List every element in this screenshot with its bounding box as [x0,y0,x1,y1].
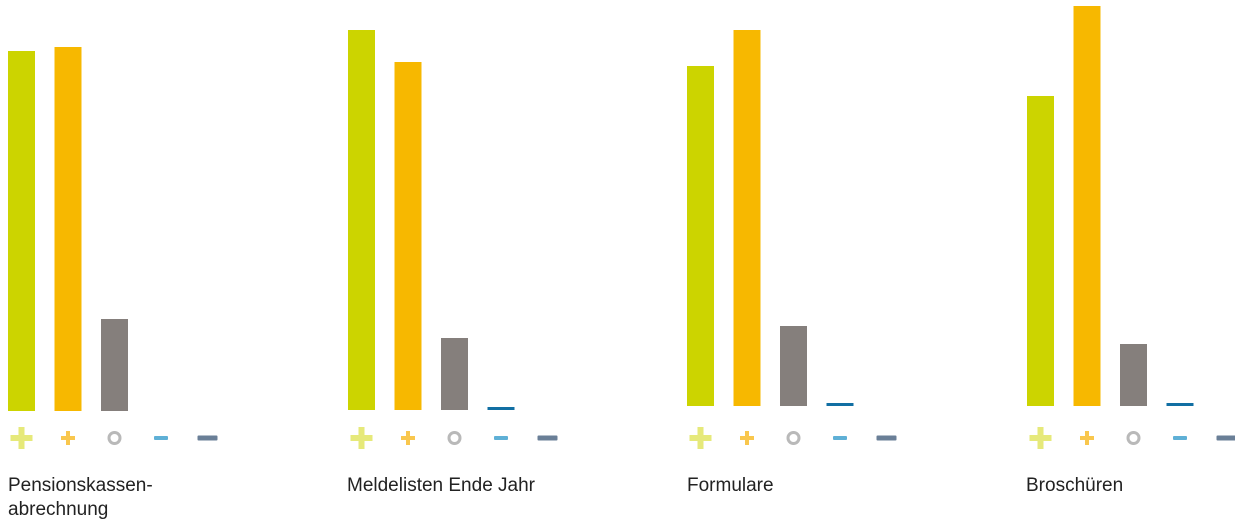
bar-big-plus-0 [8,51,35,411]
small-minus-icon-1 [494,436,508,440]
bar-circle-3 [1120,344,1147,406]
circle-icon-1 [447,431,462,445]
big-plus-icon-0 [10,427,33,449]
small-plus-icon-0 [61,431,75,445]
bar-small-plus-1 [394,62,422,410]
category-label-formulare: Formulare [687,475,774,496]
small-minus-icon-3 [1173,436,1187,440]
bar-big-plus-2 [687,66,714,406]
small-minus-icon-2 [833,436,847,440]
big-minus-icon-1 [537,435,558,441]
big-minus-icon-2 [876,435,897,441]
bar-circle-2 [780,326,807,406]
small-plus-icon-3 [1080,431,1094,445]
small-plus-icon-2 [740,431,754,445]
small-plus-icon-1 [401,431,415,445]
bar-circle-0 [101,319,128,411]
big-plus-icon-3 [1029,427,1052,449]
bar-small-plus-0 [54,47,82,411]
bar-small-minus-2 [826,403,854,406]
circle-icon-3 [1126,431,1141,445]
big-plus-icon-1 [350,427,373,449]
category-label-meldelisten: Meldelisten Ende Jahr [347,475,535,496]
bar-small-minus-1 [487,407,515,410]
big-plus-icon-2 [689,427,712,449]
small-minus-icon-0 [154,436,168,440]
bar-small-minus-3 [1166,403,1194,406]
category-label-pensionskassen: Pensionskassen- abrechnung [8,475,153,520]
bar-small-plus-3 [1073,6,1101,406]
big-minus-icon-3 [1216,435,1235,441]
circle-icon-0 [107,431,122,445]
bar-big-plus-3 [1027,96,1054,406]
bar-big-plus-1 [348,30,375,410]
bar-circle-1 [441,338,468,410]
circle-icon-2 [786,431,801,445]
big-minus-icon-0 [197,435,218,441]
category-label-broschueren: Broschüren [1026,475,1124,496]
bar-small-plus-2 [733,30,761,406]
